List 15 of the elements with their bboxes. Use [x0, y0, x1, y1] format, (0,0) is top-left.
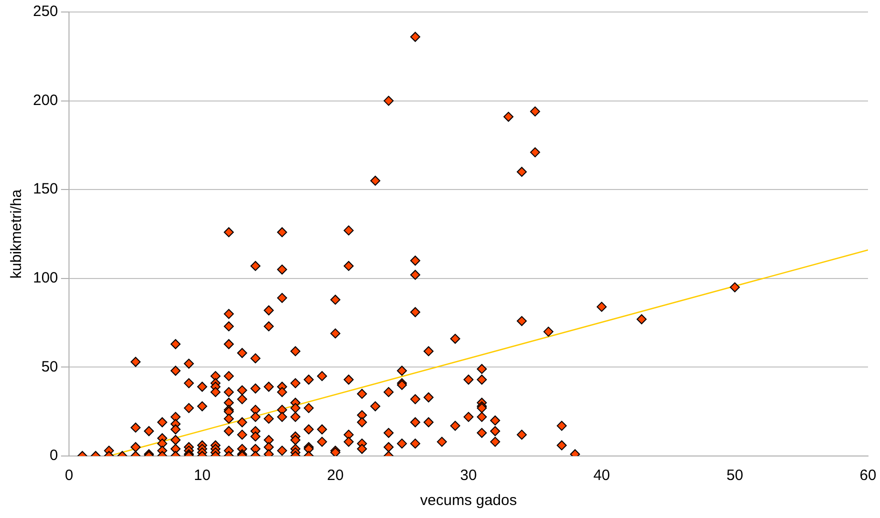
x-tick-label: 40 [593, 467, 610, 484]
y-axis-title: kubikmetri/ha [8, 188, 26, 279]
x-tick-label: 20 [327, 467, 344, 484]
y-tick-label: 0 [50, 447, 58, 464]
y-tick-label: 250 [32, 3, 58, 20]
x-tick-label: 30 [460, 467, 477, 484]
x-axis-title: vecums gados [420, 492, 517, 510]
y-tick-label: 100 [32, 270, 58, 287]
x-tick-label: 60 [860, 467, 876, 484]
x-tick-label: 0 [64, 467, 74, 484]
y-tick-label: 50 [41, 358, 58, 376]
x-tick-label: 50 [726, 467, 744, 484]
y-tick-label: 200 [32, 92, 58, 109]
x-tick-label: 10 [194, 467, 211, 484]
y-tick-label: 150 [32, 180, 58, 198]
